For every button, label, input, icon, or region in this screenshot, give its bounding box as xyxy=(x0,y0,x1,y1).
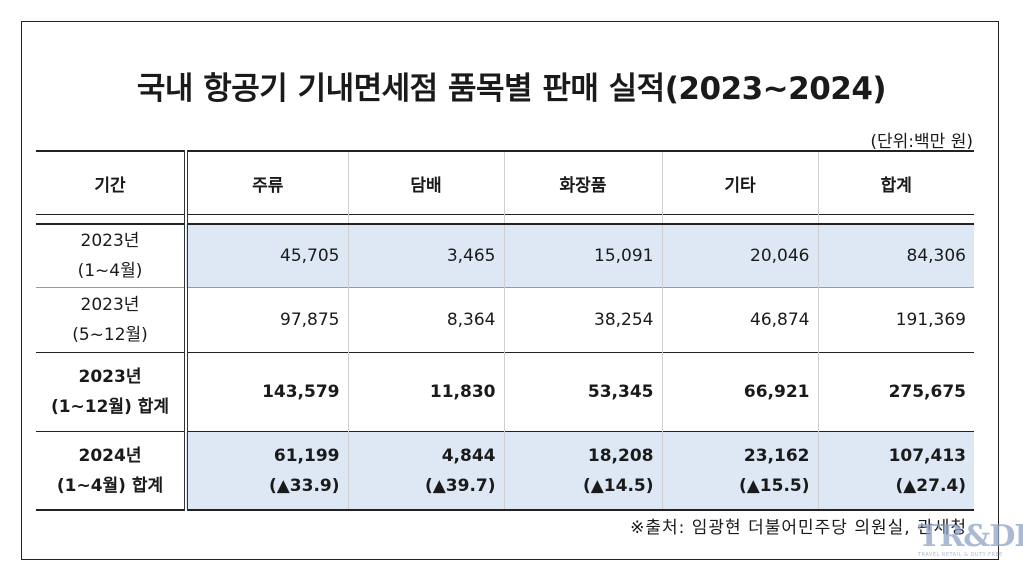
cell-total: 191,369 xyxy=(817,287,974,353)
header-row: 기간 주류 담배 화장품 기타 합계 xyxy=(36,150,974,215)
cell-tobacco: 11,830 xyxy=(347,352,504,432)
cell-change: (▲27.4) xyxy=(895,475,966,496)
cell-change: (▲39.7) xyxy=(424,475,496,496)
cell-other: 46,874 xyxy=(661,287,818,353)
cell-change: (▲15.5) xyxy=(738,475,810,496)
cell-change: (▲33.9) xyxy=(268,475,340,496)
header-period: 기간 xyxy=(36,150,188,215)
header-gap xyxy=(36,214,974,224)
cell-liquor: 143,579 xyxy=(185,352,348,432)
cell-tobacco: 8,364 xyxy=(347,287,504,353)
cell-cosmetics: 18,208 (▲14.5) xyxy=(503,431,662,511)
row-label: 2024년 (1~4월) 합계 xyxy=(36,431,188,511)
header-other: 기타 xyxy=(661,150,818,215)
cell-total: 275,675 xyxy=(817,352,974,432)
sales-table: 기간 주류 담배 화장품 기타 합계 2023년 (1~4월) 45,705 3… xyxy=(36,150,974,511)
cell-other: 66,921 xyxy=(661,352,818,432)
cell-value: 23,162 xyxy=(743,445,810,466)
row-label: 2023년 (1~12월) 합계 xyxy=(36,352,188,432)
logo-tagline: TRAVEL RETAIL & DUTY FREE xyxy=(918,552,1003,558)
cell-total: 84,306 xyxy=(817,223,974,288)
cell-change: (▲14.5) xyxy=(582,475,654,496)
header-cosmetics: 화장품 xyxy=(503,150,662,215)
cell-cosmetics: 38,254 xyxy=(503,287,662,353)
cell-value: 107,413 xyxy=(888,445,966,466)
cell-liquor: 97,875 xyxy=(185,287,348,353)
cell-tobacco: 3,465 xyxy=(347,223,504,288)
table-row: 2024년 (1~4월) 합계 61,199 (▲33.9) 4,844 (▲3… xyxy=(36,431,974,511)
logo-mark: TR&DF xyxy=(918,519,1023,554)
row-label: 2023년 (5~12월) xyxy=(36,287,188,353)
cell-liquor: 61,199 (▲33.9) xyxy=(185,431,348,511)
cell-value: 4,844 xyxy=(441,445,496,466)
cell-cosmetics: 15,091 xyxy=(503,223,662,288)
cell-value: 61,199 xyxy=(273,445,340,466)
table-row: 2023년 (1~12월) 합계 143,579 11,830 53,345 6… xyxy=(36,352,974,432)
table-row: 2023년 (5~12월) 97,875 8,364 38,254 46,874… xyxy=(36,287,974,353)
row-label: 2023년 (1~4월) xyxy=(36,223,188,288)
cell-total: 107,413 (▲27.4) xyxy=(817,431,974,511)
document-frame xyxy=(21,21,999,560)
watermark-logo: TR&DF TRAVEL RETAIL & DUTY FREE xyxy=(918,519,1023,564)
source-note: ※출처: 임광현 더불어민주당 의원실, 관세청 xyxy=(630,518,967,538)
unit-note: (단위:백만 원) xyxy=(870,132,973,152)
header-total: 합계 xyxy=(817,150,974,215)
cell-value: 18,208 xyxy=(587,445,654,466)
cell-other: 23,162 (▲15.5) xyxy=(661,431,818,511)
table-row: 2023년 (1~4월) 45,705 3,465 15,091 20,046 … xyxy=(36,223,974,288)
cell-other: 20,046 xyxy=(661,223,818,288)
header-liquor: 주류 xyxy=(185,150,348,215)
cell-cosmetics: 53,345 xyxy=(503,352,662,432)
page-title: 국내 항공기 기내면세점 품목별 판매 실적(2023~2024) xyxy=(136,71,887,107)
cell-liquor: 45,705 xyxy=(185,223,348,288)
header-tobacco: 담배 xyxy=(347,150,504,215)
cell-tobacco: 4,844 (▲39.7) xyxy=(347,431,504,511)
